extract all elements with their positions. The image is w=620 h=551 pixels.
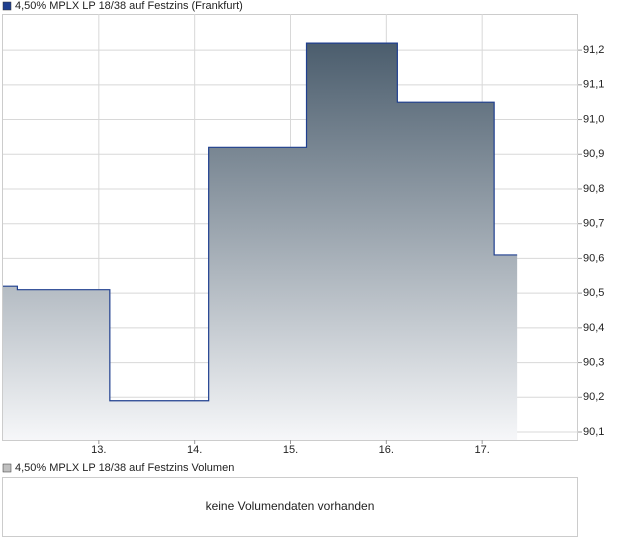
volume-panel (2, 477, 578, 537)
y-tick-label: 90,2 (583, 391, 604, 403)
x-tick-label: 14. (187, 444, 202, 456)
area (3, 43, 518, 440)
volume-title: 4,50% MPLX LP 18/38 auf Festzins Volumen (15, 462, 234, 474)
y-tick-label: 90,7 (583, 218, 604, 230)
y-tick-label: 90,8 (583, 183, 604, 195)
volume-message: keine Volumendaten vorhanden (206, 499, 375, 513)
y-tick-label: 91,2 (583, 44, 604, 56)
line (3, 42, 518, 402)
y-tick-label: 90,5 (583, 287, 604, 299)
x-tick-label: 13. (91, 444, 106, 456)
legend-swatch (2, 1, 12, 11)
y-tick-label: 90,4 (583, 322, 604, 334)
y-tick-label: 91,1 (583, 79, 604, 91)
legend-label: 4,50% MPLX LP 18/38 auf Festzins (Frankf… (15, 0, 243, 12)
y-tick-label: 90,3 (583, 356, 604, 368)
x-tick-label: 15. (283, 444, 298, 456)
x-tick-label: 17. (475, 444, 490, 456)
x-tick-label: 16. (379, 444, 394, 456)
y-tick-label: 90,1 (583, 426, 604, 438)
y-tick-label: 90,6 (583, 252, 604, 264)
y-tick-label: 91,0 (583, 113, 604, 125)
y-tick-label: 90,9 (583, 148, 604, 160)
legend-swatch (2, 463, 12, 473)
